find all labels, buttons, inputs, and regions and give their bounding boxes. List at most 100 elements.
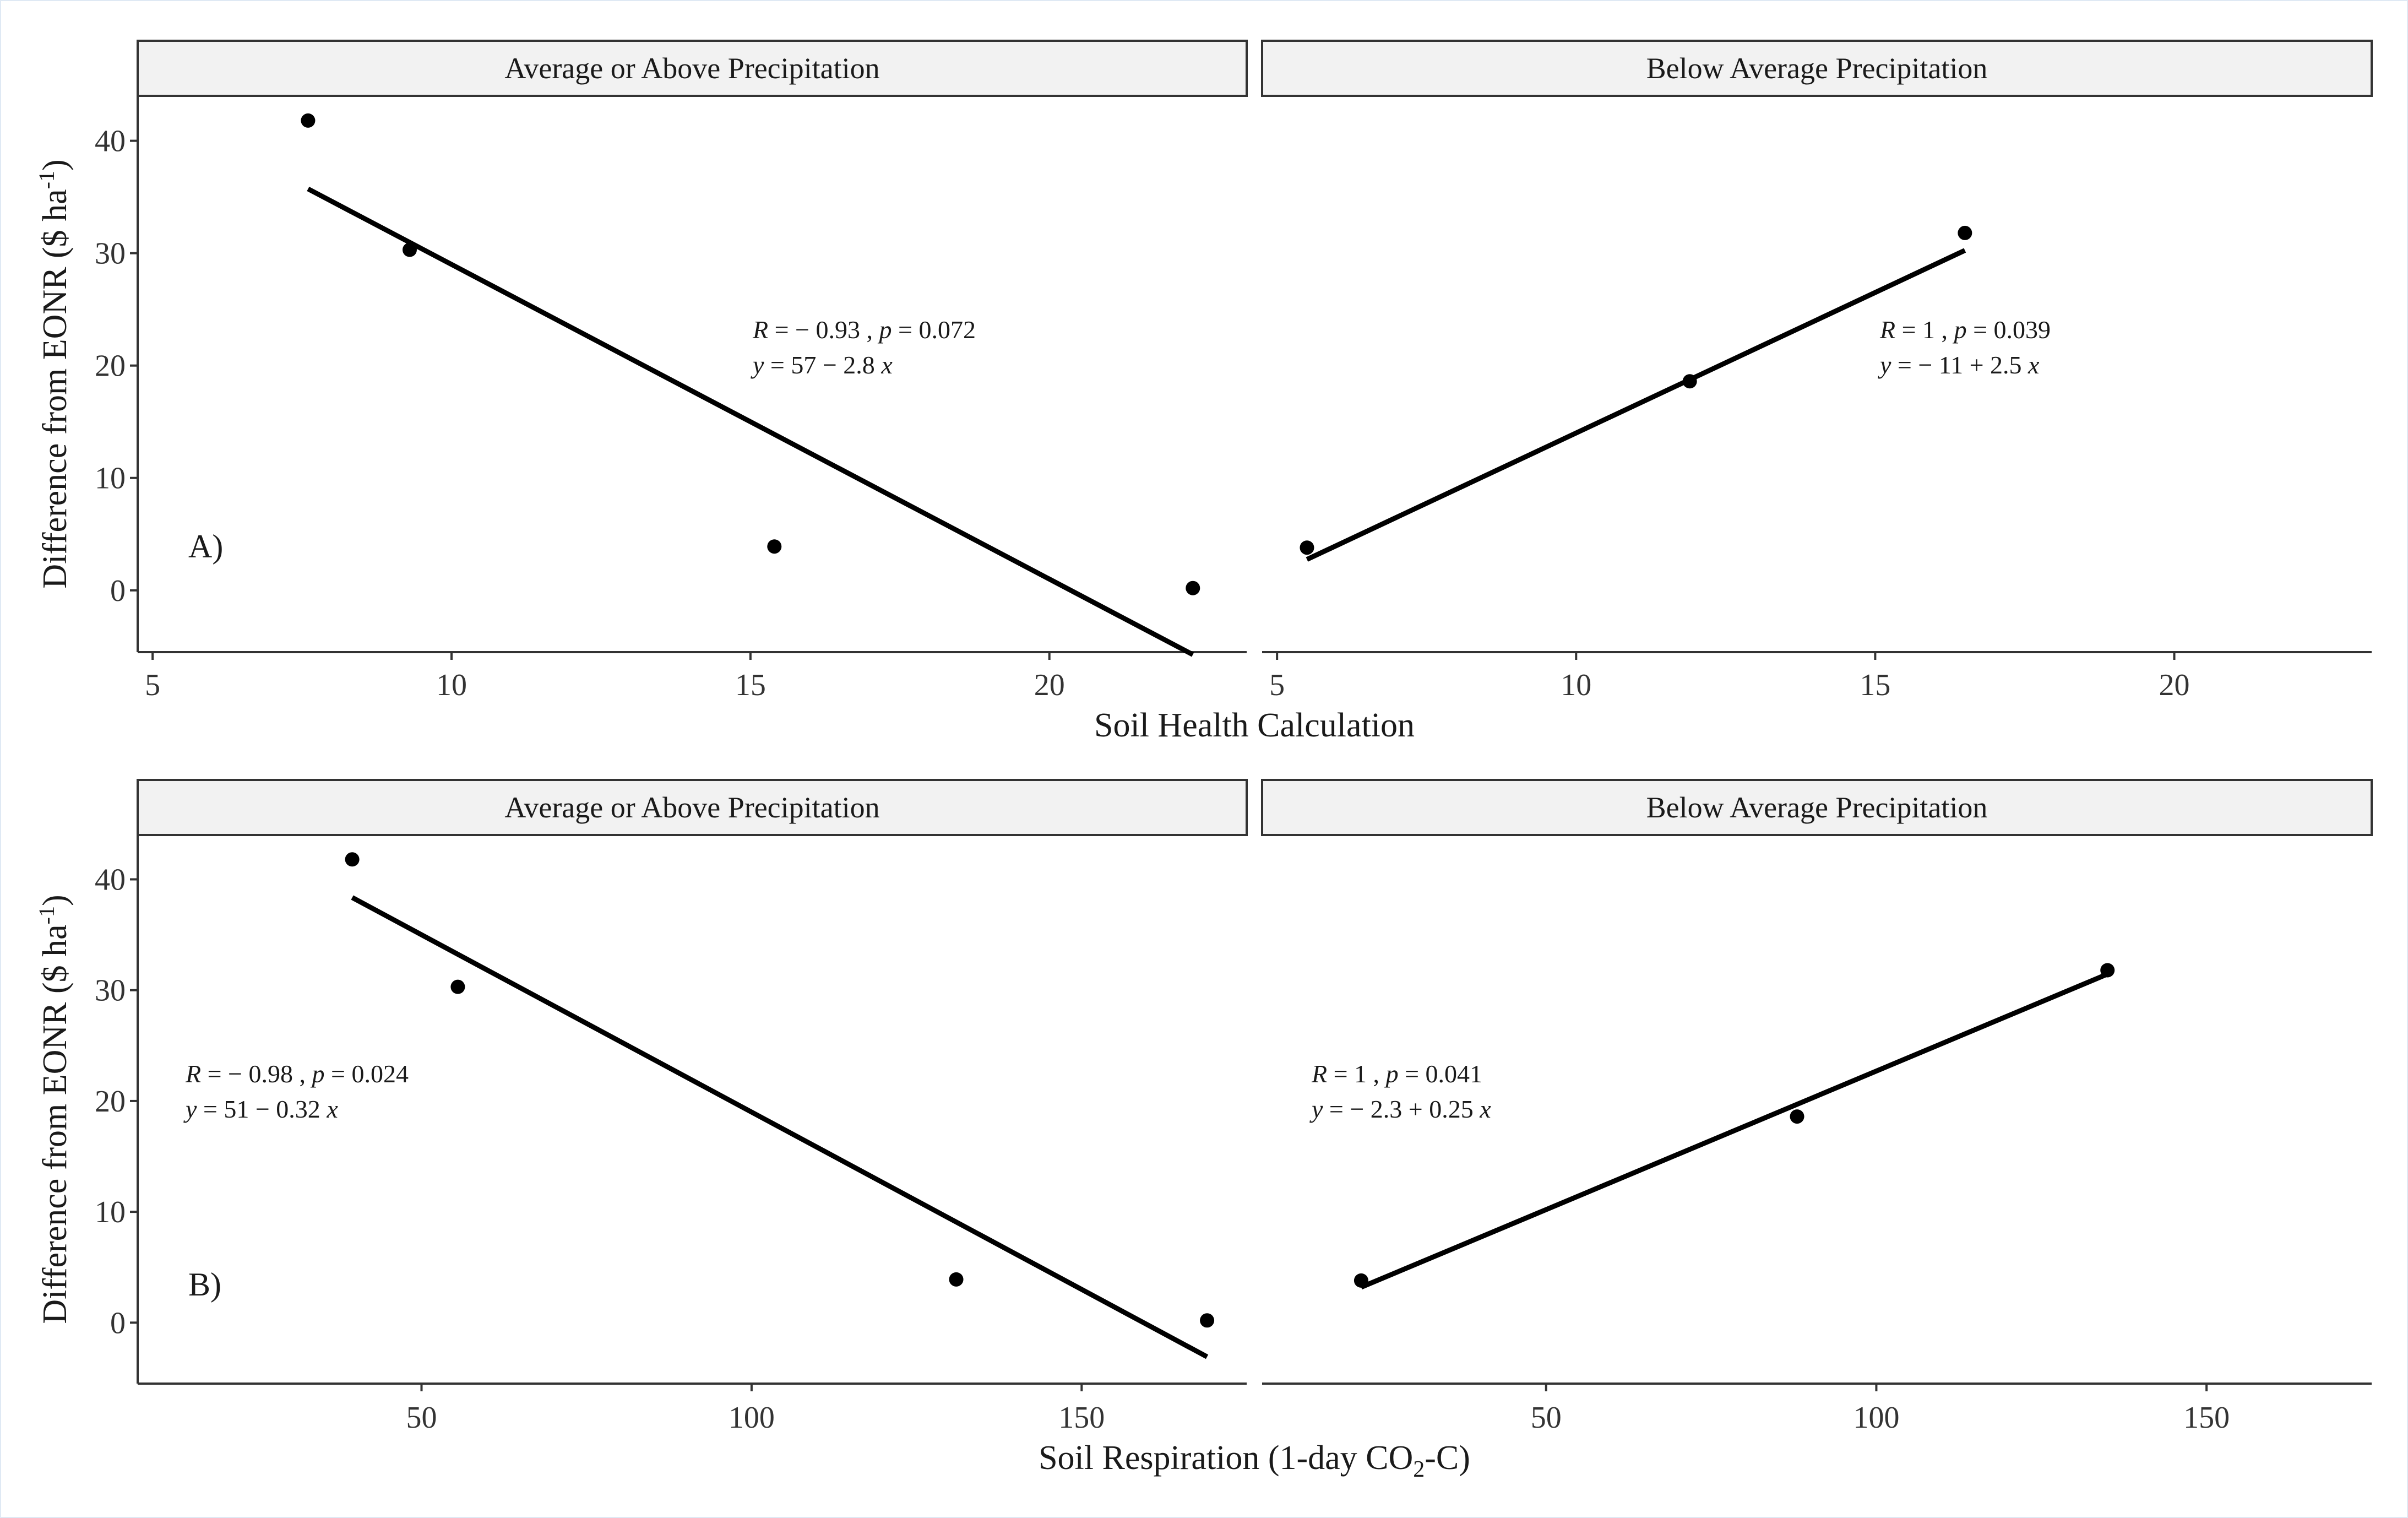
equation-body: = − 11 + 2.5	[1891, 351, 2028, 379]
stat-p-value: = 0.072	[892, 316, 976, 344]
data-point	[450, 979, 465, 994]
facet-strip	[1261, 40, 2373, 97]
y-axis-title-main: Difference from EONR ($ ha	[36, 189, 74, 588]
x-tick-label: 10	[1561, 668, 1591, 702]
y-tick-label: 10	[95, 1195, 126, 1229]
regression-line	[1360, 972, 2108, 1290]
facet-panel: Average or Above Precipitation 50 100 150 R …	[137, 779, 1248, 1435]
x-tick-label: 100	[729, 1401, 775, 1435]
stat-r-value: = − 0.98 ,	[201, 1060, 312, 1088]
equation-x: x	[1479, 1095, 1491, 1123]
stat-annotation: R = − 0.98 , p = 0.024	[185, 1060, 409, 1088]
stat-p-value: = 0.024	[325, 1060, 409, 1088]
x-tick-label: 150	[1058, 1401, 1105, 1435]
facet-strip	[1261, 779, 2373, 836]
equation-y: y	[1309, 1095, 1323, 1123]
equation-y: y	[183, 1095, 197, 1123]
x-axis-title-main: Soil Respiration (1-day CO	[1039, 1439, 1413, 1477]
regression-equation: y = − 2.3 + 0.25 x	[1309, 1095, 1491, 1123]
equation-x: x	[880, 351, 893, 379]
x-tick-label: 50	[1531, 1401, 1562, 1435]
y-tick-label: 20	[95, 1085, 126, 1119]
equation-body: = − 2.3 + 0.25	[1323, 1095, 1480, 1123]
data-point	[2100, 963, 2115, 978]
x-axis-title: Soil Health Calculation	[1094, 707, 1415, 744]
panel-label: B)	[188, 1266, 221, 1303]
stat-r-label: R	[752, 316, 768, 344]
equation-x: x	[2027, 351, 2040, 379]
facet-strip-label: Below Average Precipitation	[1646, 791, 1988, 824]
y-axis-title: Difference from EONR ($ ha-1)	[34, 894, 74, 1324]
y-axis-title-sup: -1	[34, 171, 59, 189]
stat-r-label: R	[1311, 1060, 1327, 1088]
regression-equation: y = 57 − 2.8 x	[751, 351, 893, 379]
x-axis-title-sub: 2	[1413, 1457, 1425, 1482]
regression-line	[307, 186, 1194, 657]
y-axis-title-close: )	[36, 159, 74, 171]
stat-annotation: R = − 0.93 , p = 0.072	[752, 316, 976, 344]
x-tick-label: 5	[145, 668, 160, 702]
regression-equation: y = 51 − 0.32 x	[183, 1095, 338, 1123]
y-tick-label: 20	[95, 349, 126, 383]
stat-annotation: R = 1 , p = 0.039	[1879, 316, 2051, 344]
facet-strip-label: Below Average Precipitation	[1646, 52, 1988, 85]
equation-y: y	[1878, 351, 1891, 379]
panel-label: A)	[188, 528, 223, 565]
data-point	[767, 539, 782, 554]
x-tick-label: 15	[1860, 668, 1890, 702]
x-axis-title-close: -C)	[1425, 1439, 1470, 1477]
x-tick-label: 20	[1034, 668, 1065, 702]
regression-equation: y = − 11 + 2.5 x	[1878, 351, 2040, 379]
data-point	[1200, 1313, 1215, 1328]
stat-p-value: = 0.039	[1967, 316, 2051, 344]
regression-line	[351, 895, 1209, 1359]
y-axis-title-sup: -1	[34, 906, 59, 924]
equation-body: = 51 − 0.32	[197, 1095, 327, 1123]
x-tick-label: 150	[2183, 1401, 2230, 1435]
stat-r-label: R	[185, 1060, 201, 1088]
y-tick-label: 10	[95, 462, 126, 496]
stat-p-value: = 0.041	[1399, 1060, 1482, 1088]
equation-body: = 57 − 2.8	[764, 351, 881, 379]
x-axis-title: Soil Respiration (1-day CO2-C)	[1039, 1439, 1470, 1482]
x-tick-label: 100	[1853, 1401, 1899, 1435]
stat-r-value: = 1 ,	[1327, 1060, 1385, 1088]
stat-p-label: p	[1953, 316, 1967, 344]
regression-line	[1306, 248, 1966, 562]
facet-strip	[137, 779, 1248, 836]
data-point	[1186, 581, 1200, 595]
x-tick-label: 10	[436, 668, 467, 702]
facet-panel: Average or Above Precipitation 5 10 15 20 R =…	[137, 40, 1248, 702]
data-point	[949, 1272, 964, 1287]
y-tick-label: 40	[95, 124, 126, 159]
x-tick-label: 20	[2159, 668, 2190, 702]
data-point	[1790, 1109, 1804, 1124]
x-tick-label: 15	[735, 668, 766, 702]
stat-r-value: = − 0.93 ,	[768, 316, 879, 344]
data-point	[403, 242, 417, 257]
x-tick-label: 50	[406, 1401, 437, 1435]
facet-strip-label: Average or Above Precipitation	[504, 52, 879, 85]
data-point	[301, 113, 316, 128]
x-tick-label: 5	[1269, 668, 1285, 702]
y-axis-title: Difference from EONR ($ ha-1)	[34, 159, 74, 588]
facet-panel: Below Average Precipitation 5 10 15 20 R = 1 …	[1261, 40, 2373, 702]
y-tick-label: 30	[95, 237, 126, 271]
data-point	[1300, 540, 1314, 555]
y-tick-label: 0	[110, 574, 126, 608]
y-tick-label: 0	[110, 1306, 126, 1340]
stat-annotation: R = 1 , p = 0.041	[1311, 1060, 1482, 1088]
equation-y: y	[751, 351, 764, 379]
data-point	[345, 852, 360, 867]
stat-r-value: = 1 ,	[1895, 316, 1954, 344]
facet-strip	[137, 40, 1248, 97]
facet-strip-label: Average or Above Precipitation	[504, 791, 879, 824]
stat-r-label: R	[1879, 316, 1895, 344]
stat-p-label: p	[311, 1060, 325, 1088]
data-point	[1958, 225, 1972, 240]
facet-panel: Below Average Precipitation 50 100 150 R = 1…	[1261, 779, 2373, 1435]
data-point	[1682, 374, 1697, 389]
stat-p-label: p	[1384, 1060, 1399, 1088]
